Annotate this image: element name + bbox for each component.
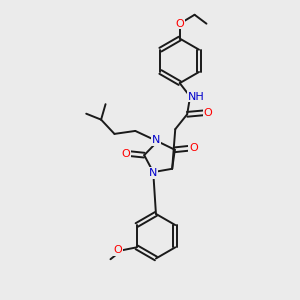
Text: O: O — [122, 149, 130, 159]
Text: O: O — [203, 108, 212, 118]
Text: O: O — [113, 245, 122, 255]
Text: N: N — [149, 168, 158, 178]
Text: NH: NH — [188, 92, 204, 101]
Text: O: O — [189, 143, 198, 153]
Text: N: N — [152, 135, 160, 146]
Text: O: O — [175, 19, 184, 29]
